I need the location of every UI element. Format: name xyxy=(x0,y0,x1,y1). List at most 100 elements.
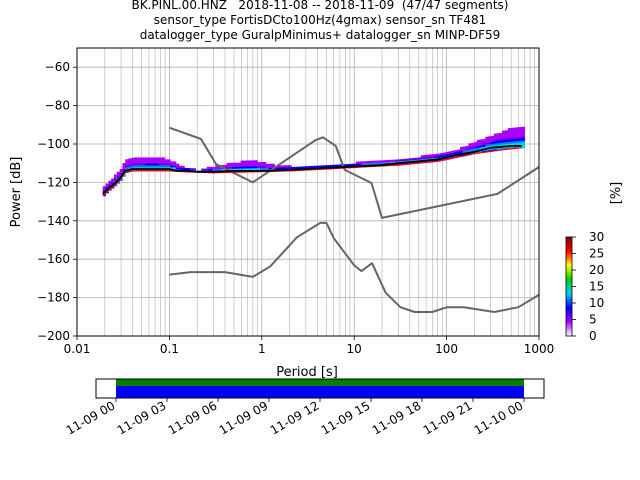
histogram-cell xyxy=(125,159,129,162)
histogram-cell xyxy=(128,166,132,169)
histogram-cell xyxy=(130,163,135,166)
histogram-cell xyxy=(499,136,503,139)
histogram-cell xyxy=(468,143,472,146)
histogram-cell xyxy=(504,130,509,133)
histogram-cell xyxy=(504,143,509,146)
histogram-cell xyxy=(440,153,444,156)
histogram-cell xyxy=(212,167,216,170)
histogram-cell xyxy=(178,167,182,170)
histogram-cell xyxy=(237,166,241,169)
histogram-cell xyxy=(153,161,157,164)
histogram-cell xyxy=(316,165,320,168)
histogram-cell xyxy=(159,157,163,160)
histogram-cell xyxy=(409,162,413,165)
histogram-cell xyxy=(175,163,180,166)
ppsd-axes: 0.01 0.1 1 10 100 1000 −200 −180 −160 −140 −120 −1… xyxy=(9,47,554,380)
histogram-cell xyxy=(358,161,362,164)
histogram-cell xyxy=(369,160,374,164)
histogram-cell xyxy=(465,149,469,152)
histogram-cell xyxy=(510,127,514,131)
histogram-cell xyxy=(218,166,222,170)
histogram-cell xyxy=(485,138,489,141)
histogram-cell xyxy=(260,162,264,165)
histogram-cell xyxy=(468,145,472,148)
histogram-cell xyxy=(251,160,256,163)
histogram-cell xyxy=(119,178,123,181)
histogram-cell xyxy=(130,159,135,163)
histogram-cell xyxy=(144,165,149,168)
histogram-cell xyxy=(175,167,180,170)
y-tick-label: −180 xyxy=(37,291,70,305)
histogram-cell xyxy=(226,164,230,168)
histogram-cell xyxy=(254,166,258,169)
histogram-cell xyxy=(234,162,239,165)
histogram-cell xyxy=(485,140,489,143)
histogram-cell xyxy=(474,142,478,145)
histogram-cell xyxy=(167,168,171,172)
histogram-cell xyxy=(254,160,258,163)
histogram-cell xyxy=(431,154,436,157)
histogram-cell xyxy=(471,144,475,147)
histogram-cell xyxy=(496,135,500,138)
histogram-cell xyxy=(114,174,118,177)
histogram-cell xyxy=(417,157,422,160)
histogram-cell xyxy=(251,168,256,171)
histogram-cell xyxy=(476,145,481,148)
histogram-cell xyxy=(445,153,450,157)
histogram-cell xyxy=(474,144,478,147)
histogram-cell xyxy=(139,163,143,166)
histogram-cell xyxy=(125,161,129,164)
histogram-cell xyxy=(406,162,410,165)
histogram-cell xyxy=(403,158,407,162)
noise-model-low-line xyxy=(169,221,539,313)
histogram-cell xyxy=(142,157,146,160)
histogram-cell xyxy=(234,164,239,167)
histogram-cell xyxy=(114,178,118,181)
histogram-cell xyxy=(257,164,261,167)
histogram-cell xyxy=(333,164,337,167)
histogram-cell xyxy=(246,162,250,165)
histogram-cell xyxy=(122,164,126,168)
histogram-cell xyxy=(279,165,284,168)
histogram-cell xyxy=(215,168,219,172)
histogram-cell xyxy=(454,152,458,155)
histogram-cell xyxy=(181,167,185,170)
histogram-cell xyxy=(513,140,517,144)
colorbar-tick-label: 25 xyxy=(589,247,604,261)
histogram-cell xyxy=(392,159,396,162)
histogram-cell xyxy=(347,163,351,167)
histogram-cell xyxy=(364,163,368,166)
histogram-cell xyxy=(519,146,523,149)
histogram-cell xyxy=(504,132,509,135)
histogram-cell xyxy=(133,159,137,162)
histogram-cell xyxy=(490,139,495,143)
histogram-cell xyxy=(502,130,506,133)
histogram-cell xyxy=(249,164,253,167)
histogram-cell xyxy=(159,161,163,164)
histogram-cell xyxy=(212,168,216,172)
histogram-cell xyxy=(240,164,244,167)
histogram-cell xyxy=(499,134,503,138)
histogram-cell xyxy=(502,132,506,135)
histogram-cell xyxy=(367,162,371,166)
histogram-cell xyxy=(265,165,270,168)
histogram-cell xyxy=(355,161,360,164)
histogram-cell xyxy=(513,127,517,130)
histogram-cell xyxy=(164,168,168,172)
histogram-cell xyxy=(232,162,236,165)
histogram-cell xyxy=(161,168,166,172)
histogram-cell xyxy=(496,148,500,151)
histogram-cell xyxy=(237,162,241,165)
y-tick-label: −200 xyxy=(37,329,70,343)
histogram-cell xyxy=(173,161,177,164)
histogram-cell xyxy=(513,135,517,138)
histogram-cell xyxy=(496,133,500,136)
histogram-cell xyxy=(246,160,250,163)
histogram-cell xyxy=(136,157,140,160)
histogram-cell xyxy=(173,165,177,168)
histogram-cell xyxy=(243,166,247,169)
histogram-cell xyxy=(336,164,340,167)
histogram-cell xyxy=(139,157,143,160)
histogram-cell xyxy=(251,162,256,165)
min-line xyxy=(102,147,522,197)
